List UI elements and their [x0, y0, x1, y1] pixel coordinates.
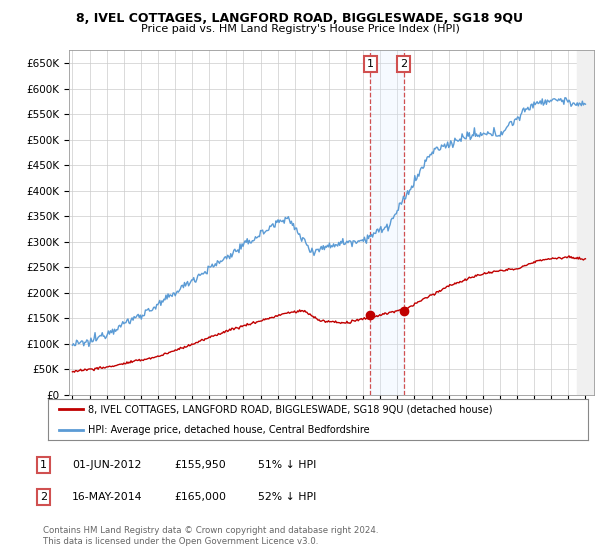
Text: 01-JUN-2012: 01-JUN-2012 [72, 460, 142, 470]
Text: Contains HM Land Registry data © Crown copyright and database right 2024.
This d: Contains HM Land Registry data © Crown c… [43, 526, 379, 546]
Bar [370, 50, 404, 395]
Text: 51% ↓ HPI: 51% ↓ HPI [258, 460, 316, 470]
Text: 2: 2 [40, 492, 47, 502]
Text: 8, IVEL COTTAGES, LANGFORD ROAD, BIGGLESWADE, SG18 9QU (detached house): 8, IVEL COTTAGES, LANGFORD ROAD, BIGGLES… [89, 404, 493, 414]
Text: £155,950: £155,950 [174, 460, 226, 470]
Text: 16-MAY-2014: 16-MAY-2014 [72, 492, 143, 502]
Text: 1: 1 [367, 59, 374, 69]
Text: 1: 1 [40, 460, 47, 470]
Text: 8, IVEL COTTAGES, LANGFORD ROAD, BIGGLESWADE, SG18 9QU: 8, IVEL COTTAGES, LANGFORD ROAD, BIGGLES… [77, 12, 523, 25]
Text: 52% ↓ HPI: 52% ↓ HPI [258, 492, 316, 502]
Text: 2: 2 [400, 59, 407, 69]
Text: Price paid vs. HM Land Registry's House Price Index (HPI): Price paid vs. HM Land Registry's House … [140, 24, 460, 34]
Text: £165,000: £165,000 [174, 492, 226, 502]
Text: HPI: Average price, detached house, Central Bedfordshire: HPI: Average price, detached house, Cent… [89, 424, 370, 435]
Bar [577, 50, 596, 395]
